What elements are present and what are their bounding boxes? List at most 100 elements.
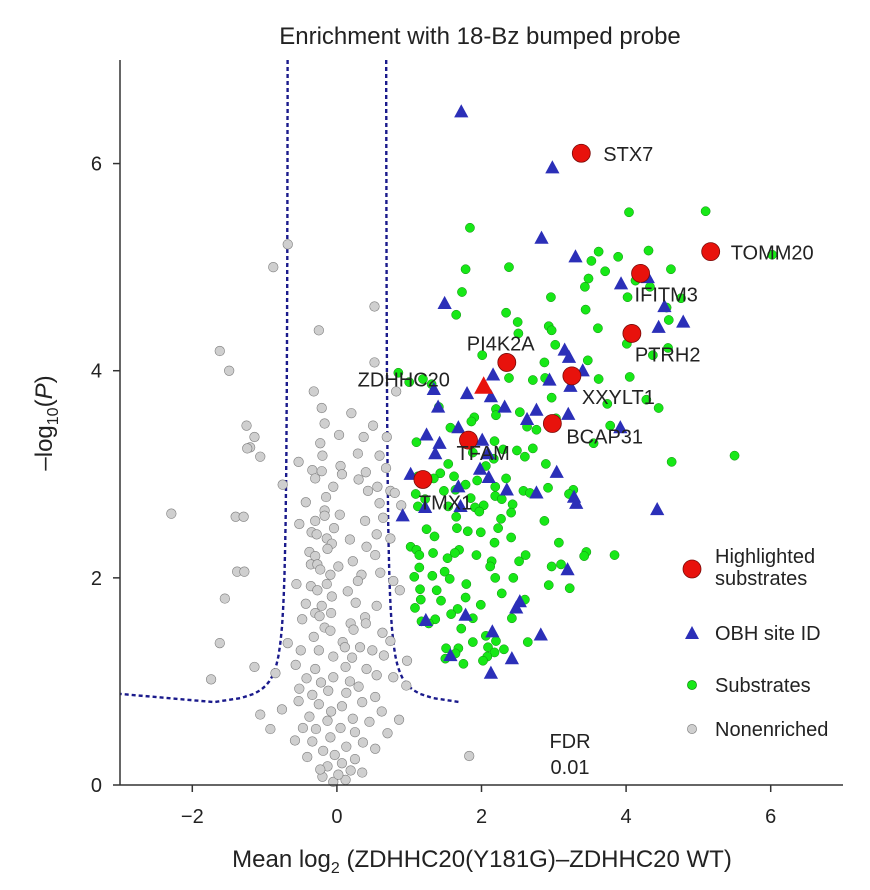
nonenriched-point — [313, 645, 324, 656]
substrate-point — [666, 264, 676, 275]
y-tick-label: 4 — [91, 361, 102, 383]
substrate-point — [404, 377, 415, 387]
substrate-point — [531, 424, 542, 435]
highlighted-gene-label: IFITM3 — [635, 284, 698, 306]
substrate-point — [496, 494, 507, 504]
obh-site-point — [657, 299, 672, 313]
x-tick-label: 2 — [476, 806, 487, 828]
substrate-point — [504, 373, 514, 383]
fdr-threshold-left — [119, 60, 289, 704]
nonenriched-point — [315, 564, 326, 575]
nonenriched-point — [319, 418, 330, 429]
nonenriched-point — [369, 357, 380, 368]
nonenriched-point — [359, 515, 371, 526]
substrate-point — [415, 594, 426, 605]
obh-site-point — [533, 627, 548, 641]
nonenriched-point — [336, 469, 348, 480]
nonenriched-point — [367, 420, 379, 431]
nonenriched-point — [375, 567, 386, 578]
nonenriched-point — [372, 481, 383, 492]
nonenriched-point — [369, 301, 380, 312]
substrate-point — [514, 407, 525, 417]
nonenriched-point — [255, 709, 266, 720]
substrate-point — [485, 561, 496, 572]
obh-site-point — [451, 420, 466, 434]
nonenriched-point — [249, 431, 260, 443]
nonenriched-point — [326, 591, 337, 602]
nonenriched-point — [293, 456, 304, 467]
nonenriched-point — [294, 683, 305, 694]
nonenriched-point — [239, 566, 250, 577]
substrate-point — [506, 532, 516, 543]
nonenriched-point — [385, 533, 396, 544]
substrate-point — [539, 516, 550, 526]
substrate-point — [522, 637, 533, 647]
substrate-point — [429, 531, 440, 542]
nonenriched-point — [401, 680, 412, 691]
obh-site-point — [459, 386, 475, 400]
substrate-point — [582, 355, 593, 366]
highlighted-point — [542, 414, 562, 433]
x-tick-label: 6 — [765, 806, 776, 828]
nonenriched-point — [340, 661, 351, 673]
substrate-point — [498, 444, 509, 455]
nonenriched-point — [277, 479, 288, 490]
nonenriched-point — [322, 715, 333, 726]
nonenriched-point — [308, 386, 319, 397]
nonenriched-point — [320, 491, 332, 503]
substrate-point — [439, 566, 450, 577]
nonenriched-point — [333, 429, 345, 441]
highlighted-point — [474, 376, 494, 394]
nonenriched-point — [322, 543, 333, 554]
substrate-point — [452, 604, 463, 614]
nonenriched-point — [385, 635, 396, 647]
substrate-point — [465, 493, 476, 503]
nonenriched-point — [214, 345, 225, 357]
obh-site-point — [509, 600, 524, 614]
nonenriched-point — [371, 600, 382, 611]
nonenriched-point — [224, 365, 235, 376]
substrate-point — [442, 553, 453, 564]
substrate-point — [489, 436, 500, 446]
nonenriched-point — [241, 420, 252, 431]
x-axis-ticks: −2 0 2 4 6 — [181, 785, 776, 828]
nonenriched-point — [242, 443, 253, 454]
obh-site-point — [453, 498, 468, 513]
substrate-point — [501, 473, 511, 484]
nonenriched-point — [362, 485, 374, 496]
nonenriched-point — [370, 549, 381, 561]
y-tick-label: 2 — [91, 568, 102, 590]
substrate-point — [554, 537, 564, 548]
substrate-point — [443, 459, 454, 469]
nonenriched-point — [313, 325, 324, 336]
nonenriched-point — [310, 723, 322, 735]
nonenriched-point — [325, 569, 336, 580]
nonenriched-point — [321, 578, 332, 590]
nonenriched-point — [328, 651, 339, 662]
substrate-point — [643, 245, 654, 256]
substrate-point — [512, 445, 522, 456]
obh-site-point — [419, 427, 434, 441]
substrate-point — [414, 562, 425, 573]
obh-site-point — [569, 495, 584, 509]
nonenriched-point — [335, 460, 346, 472]
nonenriched-point — [354, 642, 366, 653]
nonenriched-point — [335, 722, 346, 734]
obh-site-point — [561, 349, 577, 363]
nonenriched-point — [300, 598, 311, 609]
obh-site-point — [519, 411, 535, 426]
substrate-point — [556, 559, 566, 570]
highlighted-point — [562, 366, 582, 386]
substrate-point — [540, 459, 551, 469]
substrate-point — [467, 637, 478, 647]
nonenriched-point — [370, 743, 381, 754]
nonenriched-point — [311, 529, 322, 540]
nonenriched-point — [339, 642, 350, 653]
nonenriched-point — [326, 706, 337, 717]
nonenriched-point — [380, 462, 392, 474]
nonenriched-point — [238, 511, 249, 522]
highlighted-point — [631, 263, 650, 283]
legend-label-highlighted: Highlighted substrates — [715, 546, 815, 590]
substrate-point — [508, 573, 519, 583]
obh-site-point — [561, 406, 576, 420]
